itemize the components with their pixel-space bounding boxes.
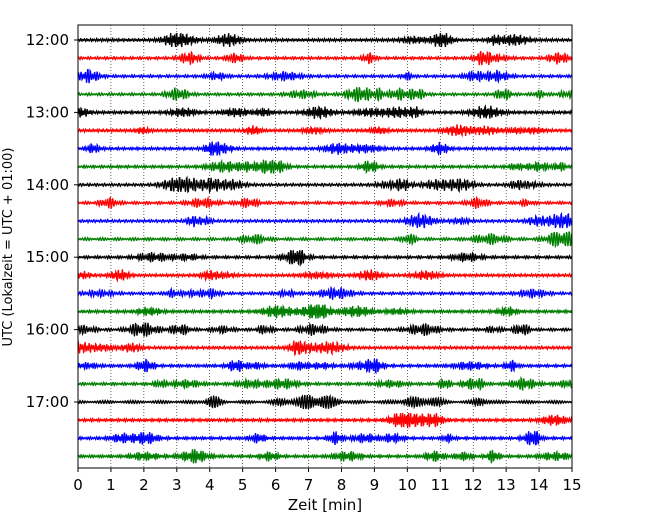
y-tick-label: 17:00 xyxy=(26,393,69,411)
x-tick-label: 9 xyxy=(370,476,380,494)
y-tick-label: 16:00 xyxy=(26,321,69,339)
trace-line xyxy=(77,340,573,357)
x-tick-label: 11 xyxy=(431,476,450,494)
x-tick-label: 0 xyxy=(73,476,83,494)
trace-line xyxy=(77,449,573,464)
trace-line xyxy=(77,68,573,84)
trace-line xyxy=(77,124,573,138)
seismic-traces xyxy=(77,32,573,464)
x-tick-label: 4 xyxy=(205,476,215,494)
plot-frame xyxy=(77,24,573,469)
x-tick-label: 10 xyxy=(398,476,417,494)
x-tick-label: 7 xyxy=(304,476,314,494)
x-tick-label: 8 xyxy=(337,476,347,494)
y-tick-label: 15:00 xyxy=(26,248,69,266)
grid-lines xyxy=(110,25,540,468)
trace-line xyxy=(77,195,573,209)
trace-line xyxy=(77,375,573,392)
trace-line xyxy=(77,269,573,283)
trace-line xyxy=(77,50,573,66)
x-tick-label: 15 xyxy=(562,476,581,494)
x-tick-label: 6 xyxy=(271,476,281,494)
trace-line xyxy=(77,158,573,175)
x-axis-label: Zeit [min] xyxy=(288,496,362,514)
x-axis: 0 1 2 3 4 5 6 7 8 9 10 11 12 13 14 15 xyxy=(73,468,582,494)
x-tick-label: 5 xyxy=(238,476,248,494)
y-axis-label: UTC (Lokalzeit = UTC + 01:00) xyxy=(1,148,16,347)
trace-line xyxy=(77,393,573,410)
trace-line xyxy=(77,304,573,319)
trace-line xyxy=(77,141,573,157)
trace-line xyxy=(77,32,573,48)
trace-line xyxy=(77,175,573,194)
trace-line xyxy=(77,358,573,375)
x-tick-label: 3 xyxy=(172,476,182,494)
trace-line xyxy=(77,321,573,337)
y-tick-label: 12:00 xyxy=(26,31,69,49)
trace-line xyxy=(77,285,573,301)
trace-line xyxy=(77,87,573,103)
trace-line xyxy=(77,104,573,120)
x-tick-label: 14 xyxy=(530,476,549,494)
x-tick-label: 12 xyxy=(464,476,483,494)
y-tick-label: 13:00 xyxy=(26,103,69,121)
x-tick-label: 13 xyxy=(497,476,516,494)
trace-line xyxy=(77,231,573,249)
x-tick-label: 1 xyxy=(106,476,116,494)
y-axis: 12:00 13:00 14:00 15:00 16:00 17:00 xyxy=(26,31,78,411)
x-tick-label: 2 xyxy=(139,476,149,494)
trace-line xyxy=(77,249,573,267)
trace-line xyxy=(77,412,573,430)
y-tick-label: 14:00 xyxy=(26,176,69,194)
trace-line xyxy=(77,430,573,446)
trace-line xyxy=(77,211,573,229)
